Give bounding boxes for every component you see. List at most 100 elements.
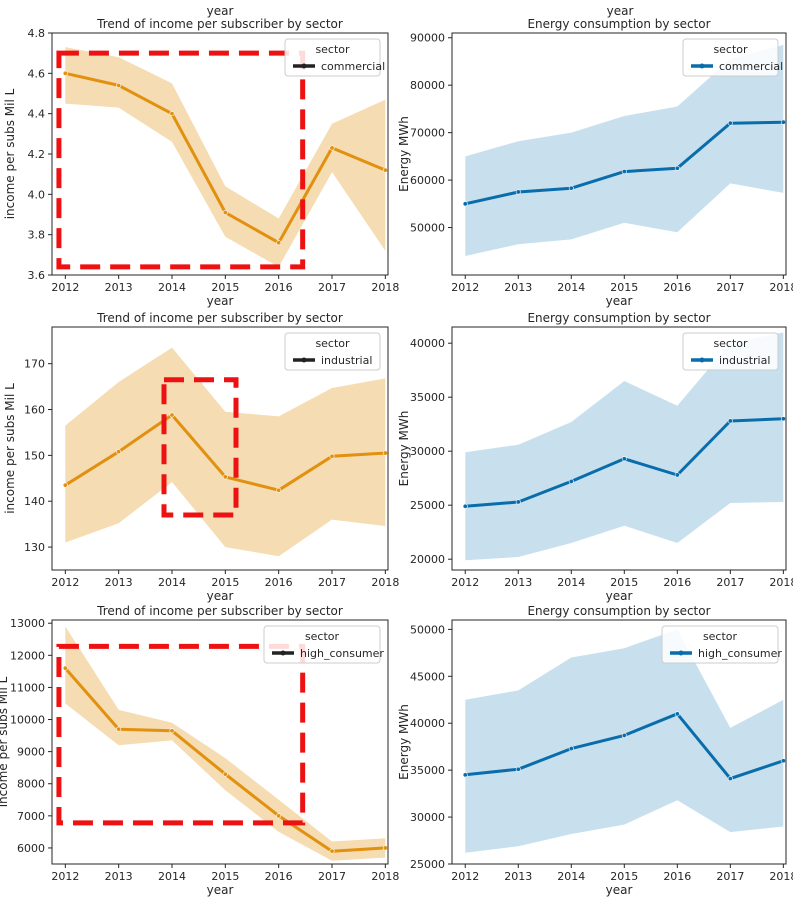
data-point-2017 [727, 120, 733, 126]
data-point-2014 [568, 746, 574, 752]
data-point-2017 [727, 776, 733, 782]
data-point-2013 [515, 766, 521, 772]
x-tick-label: 2014 [557, 870, 585, 883]
top-xlabel-right: year [607, 4, 634, 18]
y-tick-label: 40000 [410, 717, 445, 730]
y-tick-label: 130 [24, 541, 45, 554]
data-point-2015 [222, 771, 228, 777]
data-point-2018 [780, 416, 786, 422]
y-tick-label: 35000 [410, 764, 445, 777]
x-tick-label: 2018 [371, 281, 399, 294]
highlight-box [56, 50, 306, 270]
y-tick-label: 90000 [410, 32, 445, 45]
data-point-2016 [674, 165, 680, 171]
x-tick-label: 2018 [769, 870, 793, 883]
data-point-2014 [568, 185, 574, 191]
legend-marker [301, 357, 307, 363]
x-axis-label: year [606, 883, 633, 897]
y-tick-label: 3.6 [28, 269, 46, 282]
x-tick-label: 2017 [716, 576, 744, 589]
y-tick-label: 35000 [410, 391, 445, 404]
chart-panel-6: 2012 2013 2014 2015 2016 2017 2018 25000 30000 35… [397, 604, 793, 897]
x-tick-label: 2016 [265, 281, 293, 294]
y-tick-label: 60000 [410, 174, 445, 187]
y-tick-label: 25000 [410, 499, 445, 512]
x-tick-label: 2015 [211, 870, 239, 883]
data-point-2018 [382, 450, 388, 456]
legend-label: high_consumer [300, 647, 384, 660]
x-tick-label: 2017 [716, 870, 744, 883]
data-point-2012 [62, 70, 68, 76]
y-axis-label: Energy MWh [397, 116, 411, 192]
data-point-2016 [674, 711, 680, 717]
legend-marker [699, 63, 705, 69]
chart-panel-5: 2012 2013 2014 2015 2016 2017 2018 6000 7000 8000… [0, 604, 399, 897]
x-tick-label: 2014 [557, 576, 585, 589]
plot-frame [451, 619, 787, 865]
data-point-2012 [462, 503, 468, 509]
legend-title: sector [315, 43, 350, 56]
x-tick-label: 2012 [451, 870, 479, 883]
data-point-2013 [116, 82, 122, 88]
x-axis-label: year [207, 589, 234, 603]
chart-panel-4: 2012 2013 2014 2015 2016 2017 2018 20000 25000 30… [397, 311, 793, 603]
chart-title: Trend of income per subscriber by sector [96, 17, 343, 31]
data-point-2017 [329, 848, 335, 854]
x-tick-label: 2012 [451, 576, 479, 589]
x-axis-label: year [606, 294, 633, 308]
x-tick-label: 2016 [265, 870, 293, 883]
data-point-2018 [382, 167, 388, 173]
y-tick-label: 11000 [10, 681, 45, 694]
legend-title: sector [713, 337, 748, 350]
x-tick-label: 2017 [716, 281, 744, 294]
y-tick-label: 10000 [10, 714, 45, 727]
x-tick-label: 2013 [504, 281, 532, 294]
data-point-2014 [169, 728, 175, 734]
y-tick-label: 6000 [17, 842, 45, 855]
x-tick-label: 2013 [105, 576, 133, 589]
chart-panel-2: 2012 2013 2014 2015 2016 2017 2018 50000 60000 70… [397, 17, 793, 308]
confidence-band [465, 332, 784, 561]
y-tick-label: 13000 [10, 617, 45, 630]
legend-title: sector [703, 630, 738, 643]
data-point-2013 [116, 726, 122, 732]
y-tick-label: 4.6 [28, 67, 46, 80]
data-point-2013 [515, 499, 521, 505]
confidence-band [465, 44, 784, 257]
chart-title: Energy consumption by sector [527, 311, 710, 325]
x-tick-label: 2017 [318, 870, 346, 883]
y-tick-label: 150 [24, 449, 45, 462]
data-point-2016 [276, 813, 282, 819]
x-tick-label: 2013 [105, 870, 133, 883]
legend-marker [678, 650, 684, 656]
x-tick-label: 2013 [504, 576, 532, 589]
y-axis-label: Energy MWh [397, 411, 411, 487]
y-tick-label: 8000 [17, 778, 45, 791]
x-axis-label: year [207, 883, 234, 897]
x-tick-label: 2013 [105, 281, 133, 294]
data-point-2013 [116, 449, 122, 455]
data-point-2017 [329, 453, 335, 459]
data-point-2016 [276, 487, 282, 493]
x-tick-label: 2012 [51, 281, 79, 294]
data-point-2012 [62, 482, 68, 488]
x-tick-label: 2015 [211, 281, 239, 294]
legend-marker [699, 357, 705, 363]
chart-title: Trend of income per subscriber by sector [96, 311, 343, 325]
x-tick-label: 2017 [318, 576, 346, 589]
y-tick-label: 4.8 [28, 27, 46, 40]
x-axis-label: year [606, 589, 633, 603]
data-point-2015 [222, 209, 228, 215]
y-tick-label: 30000 [410, 811, 445, 824]
legend-marker [280, 650, 286, 656]
chart-title: Trend of income per subscriber by sector [96, 604, 343, 618]
y-tick-label: 50000 [410, 623, 445, 636]
chart-title: Energy consumption by sector [527, 604, 710, 618]
x-tick-label: 2016 [265, 576, 293, 589]
data-point-2015 [621, 169, 627, 175]
plot-frame [51, 619, 389, 865]
data-point-2017 [727, 418, 733, 424]
y-tick-label: 4.4 [28, 108, 46, 121]
x-tick-label: 2018 [371, 870, 399, 883]
